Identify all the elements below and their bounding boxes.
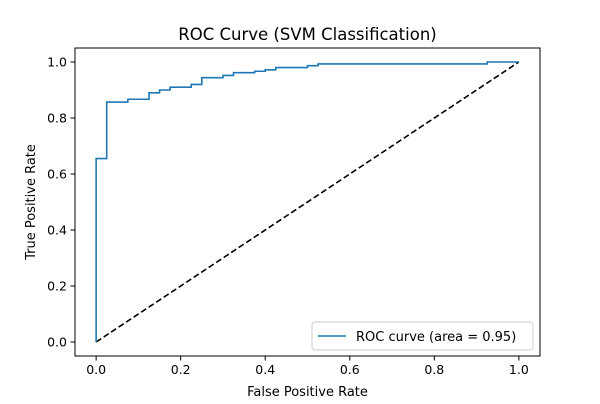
- y-tick-label: 0.2: [47, 279, 67, 294]
- x-axis-label: False Positive Rate: [247, 385, 368, 400]
- legend-label-roc: ROC curve (area = 0.95): [356, 330, 516, 345]
- y-axis-label: True Positive Rate: [24, 144, 39, 261]
- x-tick-label: 1.0: [509, 362, 529, 377]
- legend: ROC curve (area = 0.95): [312, 322, 533, 350]
- y-tick-label: 0.0: [47, 335, 67, 350]
- y-tick-label: 0.8: [47, 111, 67, 126]
- chart-title: ROC Curve (SVM Classification): [178, 25, 436, 44]
- x-tick-label: 0.8: [424, 362, 444, 377]
- y-tick-label: 0.4: [47, 223, 67, 238]
- x-tick-label: 0.0: [86, 362, 106, 377]
- x-tick-label: 0.2: [171, 362, 191, 377]
- y-tick-label: 0.6: [47, 167, 67, 182]
- x-tick-label: 0.4: [255, 362, 275, 377]
- y-tick-label: 1.0: [47, 55, 67, 70]
- x-tick-label: 0.6: [340, 362, 360, 377]
